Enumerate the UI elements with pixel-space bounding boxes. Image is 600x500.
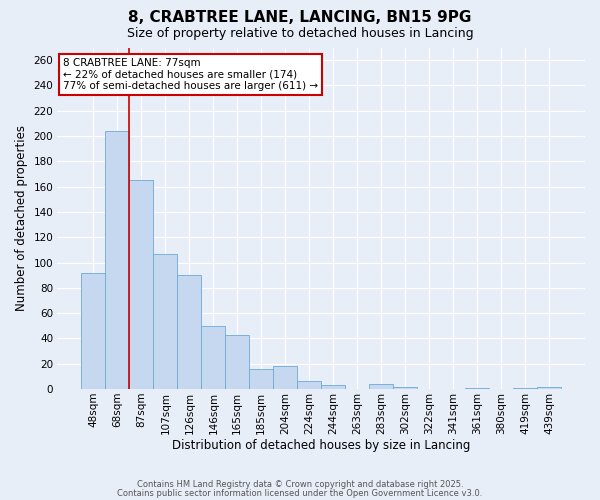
Bar (273, 366, 297, 389)
Bar (321, 385, 345, 389)
Bar (226, 334, 250, 389)
Text: 8 CRABTREE LANE: 77sqm
← 22% of detached houses are smaller (174)
77% of semi-de: 8 CRABTREE LANE: 77sqm ← 22% of detached… (63, 58, 318, 91)
Bar (297, 382, 321, 389)
Text: Contains HM Land Registry data © Crown copyright and database right 2025.: Contains HM Land Registry data © Crown c… (137, 480, 463, 489)
X-axis label: Distribution of detached houses by size in Lancing: Distribution of detached houses by size … (172, 440, 470, 452)
Text: 8, CRABTREE LANE, LANCING, BN15 9PG: 8, CRABTREE LANE, LANCING, BN15 9PG (128, 10, 472, 25)
Bar (82, 272, 106, 389)
Bar (130, 180, 154, 389)
Text: Size of property relative to detached houses in Lancing: Size of property relative to detached ho… (127, 28, 473, 40)
Bar (513, 388, 537, 389)
Bar (178, 275, 202, 389)
Bar (250, 369, 273, 389)
Bar (465, 388, 489, 389)
Y-axis label: Number of detached properties: Number of detached properties (15, 126, 28, 312)
Bar (106, 131, 130, 389)
Bar (154, 254, 178, 389)
Bar (202, 326, 226, 389)
Bar (393, 386, 417, 389)
Text: Contains public sector information licensed under the Open Government Licence v3: Contains public sector information licen… (118, 490, 482, 498)
Bar (369, 384, 393, 389)
Bar (537, 386, 561, 389)
